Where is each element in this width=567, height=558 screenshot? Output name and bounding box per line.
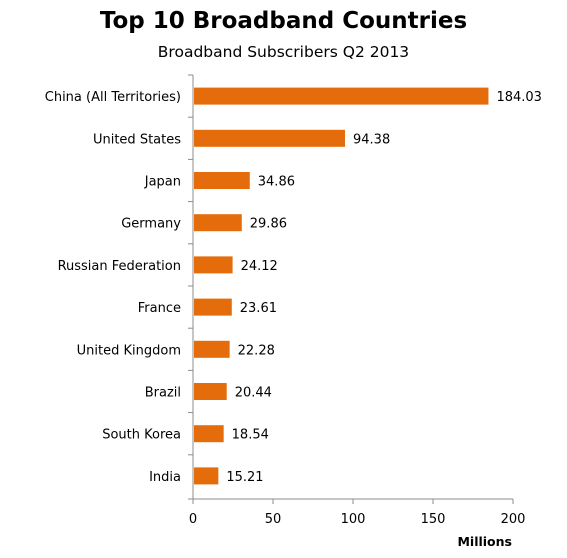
value-label: 15.21 [226,470,263,485]
category-label: China (All Territories) [45,90,181,105]
x-tick-label: 50 [265,512,282,527]
value-label: 24.12 [241,259,278,274]
value-label: 18.54 [232,428,269,443]
category-label: United Kingdom [77,343,181,358]
category-label: Japan [144,175,181,190]
bar [194,298,232,316]
bar [194,340,230,358]
category-label: Brazil [145,386,181,401]
category-label: India [149,470,181,485]
value-label: 34.86 [258,175,295,190]
x-tick-label: 150 [421,512,446,527]
chart-subtitle: Broadband Subscribers Q2 2013 [157,43,410,61]
bar [194,467,219,485]
chart-title: Top 10 Broadband Countries [99,8,468,34]
value-label: 94.38 [353,132,390,147]
category-label: Russian Federation [58,259,181,274]
x-tick-label: 100 [341,512,366,527]
category-label: France [138,301,181,316]
x-tick-label: 200 [501,512,526,527]
value-label: 29.86 [250,217,287,232]
bar [194,256,233,274]
value-label: 20.44 [235,386,272,401]
category-label: Germany [121,217,181,232]
category-label: United States [93,132,181,147]
bar [194,87,489,105]
category-label: South Korea [102,428,181,443]
bar [194,129,346,147]
x-tick-label: 0 [189,512,197,527]
bar [194,383,227,400]
x-axis-title: Millions [457,534,512,549]
value-label: 184.03 [496,90,542,105]
bar [194,425,224,443]
bar [194,172,250,189]
value-label: 22.28 [238,343,275,358]
value-label: 23.61 [240,301,277,316]
bar [194,214,242,232]
